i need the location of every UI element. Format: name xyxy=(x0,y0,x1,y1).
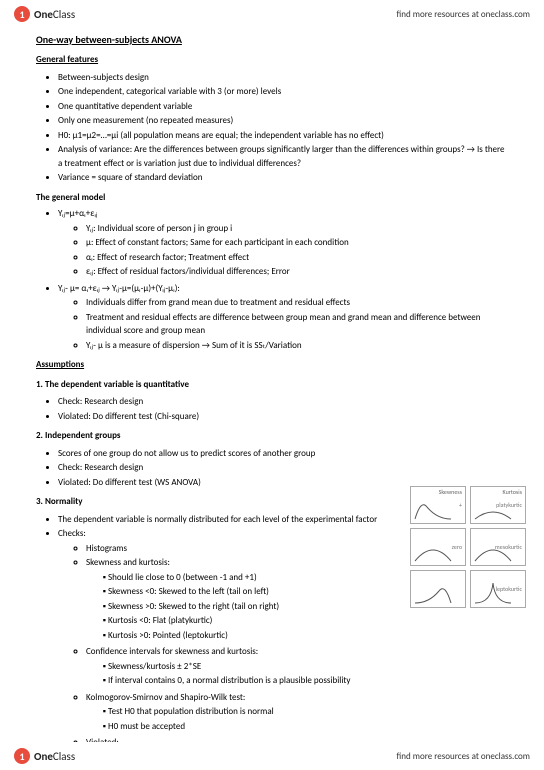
list-item: αᵢ: Effect of research factor; Treatment… xyxy=(86,251,508,265)
diagram-label: zero xyxy=(452,543,462,551)
assumption-1-title: 1. The dependent variable is quantitativ… xyxy=(36,378,508,392)
header: 1 OneClass find more resources at onecla… xyxy=(0,0,544,28)
list-item: Scores of one group do not allow us to p… xyxy=(58,447,508,461)
logo-word-2: Class xyxy=(53,750,75,763)
curve-icon xyxy=(473,539,513,563)
list-item: Analysis of variance: Are the difference… xyxy=(58,143,508,170)
logo: 1 OneClass xyxy=(14,748,75,764)
assumption-2-title: 2. Independent groups xyxy=(36,429,508,443)
list-item: Check: Research design xyxy=(58,461,508,475)
logo-word-2: Class xyxy=(53,8,75,21)
header-tagline[interactable]: find more resources at oneclass.com xyxy=(397,9,530,20)
diagram-label: Skewness xyxy=(439,488,462,496)
list-item: Yᵢⱼ=μ+αᵢ+εᵢⱼ xyxy=(58,207,508,221)
logo-text: OneClass xyxy=(34,750,75,763)
list-item: εᵢⱼ: Effect of residual factors/individu… xyxy=(86,265,508,279)
list-item: Only one measurement (no repeated measur… xyxy=(58,114,508,128)
model-list: Yᵢⱼ=μ+αᵢ+εᵢⱼ Yᵢⱼ: Individual score of pe… xyxy=(36,207,508,352)
list-item: Variance = square of standard deviation xyxy=(58,171,508,185)
diagram-label: + xyxy=(459,501,462,509)
diagram-skewness-positive: Skewness + xyxy=(410,486,466,524)
list-item: Skewness/kurtosis ± 2*SE xyxy=(108,660,508,674)
logo-word-1: One xyxy=(34,750,53,763)
section-general-model: The general model xyxy=(36,191,508,205)
list-item: If interval contains 0, a normal distrib… xyxy=(108,674,508,688)
list-item: Violated: Do different test (Chi-square) xyxy=(58,410,508,424)
distribution-diagrams: Skewness + Kurtosis platykurtic zero mes… xyxy=(410,486,526,608)
diagram-label: Kurtosis xyxy=(503,488,522,496)
document-body: One-way between-subjects ANOVA General f… xyxy=(0,28,544,750)
list-item: H0: μ1=μ2=…=μi (all population means are… xyxy=(58,129,508,143)
list-item: Treatment and residual effects are diffe… xyxy=(86,311,508,338)
footer-tagline[interactable]: find more resources at oneclass.com xyxy=(397,751,530,762)
list-item: Yᵢⱼ- μ is a measure of dispersion → Sum … xyxy=(86,339,508,353)
logo: 1 OneClass xyxy=(14,6,75,22)
diagram-kurtosis-leptokurtic: leptokurtic xyxy=(470,570,526,608)
curve-icon xyxy=(413,539,453,563)
list-item: Check: Research design xyxy=(58,395,508,409)
list-item: Kurtosis <0: Flat (platykurtic) xyxy=(108,614,508,628)
curve-icon xyxy=(473,581,513,605)
footer: 1 OneClass find more resources at onecla… xyxy=(0,742,544,770)
curve-icon xyxy=(473,497,513,521)
list-item: Yᵢⱼ: Individual score of person j in gro… xyxy=(86,222,508,236)
diagram-kurtosis-platykurtic: Kurtosis platykurtic xyxy=(470,486,526,524)
list-item: Kurtosis >0: Pointed (leptokurtic) xyxy=(108,629,508,643)
list-item: One quantitative dependent variable xyxy=(58,100,508,114)
assumption-1-list: Check: Research design Violated: Do diff… xyxy=(36,395,508,423)
general-features-list: Between-subjects design One independent,… xyxy=(36,71,508,185)
list-item: Kolmogorov-Smirnov and Shapiro-Wilk test… xyxy=(86,691,508,705)
logo-icon: 1 xyxy=(14,6,30,22)
list-item: Yᵢⱼ- μ= αᵢ+εᵢⱼ → Yᵢⱼ-μ=(μᵢ-μ)+(Yᵢⱼ-μᵢ): xyxy=(58,282,508,296)
curve-icon xyxy=(413,581,453,605)
section-assumptions: Assumptions xyxy=(36,358,508,372)
list-item: Between-subjects design xyxy=(58,71,508,85)
list-item: Confidence intervals for skewness and ku… xyxy=(86,645,508,659)
section-general-features: General features xyxy=(36,53,508,67)
list-item: μ: Effect of constant factors; Same for … xyxy=(86,236,508,250)
logo-text: OneClass xyxy=(34,8,75,21)
list-item: One independent, categorical variable wi… xyxy=(58,85,508,99)
list-item: Test H0 that population distribution is … xyxy=(108,705,508,719)
logo-word-1: One xyxy=(34,8,53,21)
diagram-kurtosis-mesokurtic: mesokurtic xyxy=(470,528,526,566)
page-title: One-way between-subjects ANOVA xyxy=(36,32,508,47)
diagram-skewness-negative xyxy=(410,570,466,608)
curve-icon xyxy=(413,497,453,521)
list-item: Individuals differ from grand mean due t… xyxy=(86,296,508,310)
diagram-skewness-zero: zero xyxy=(410,528,466,566)
list-item: H0 must be accepted xyxy=(108,720,508,734)
assumption-2-list: Scores of one group do not allow us to p… xyxy=(36,447,508,490)
logo-icon: 1 xyxy=(14,748,30,764)
